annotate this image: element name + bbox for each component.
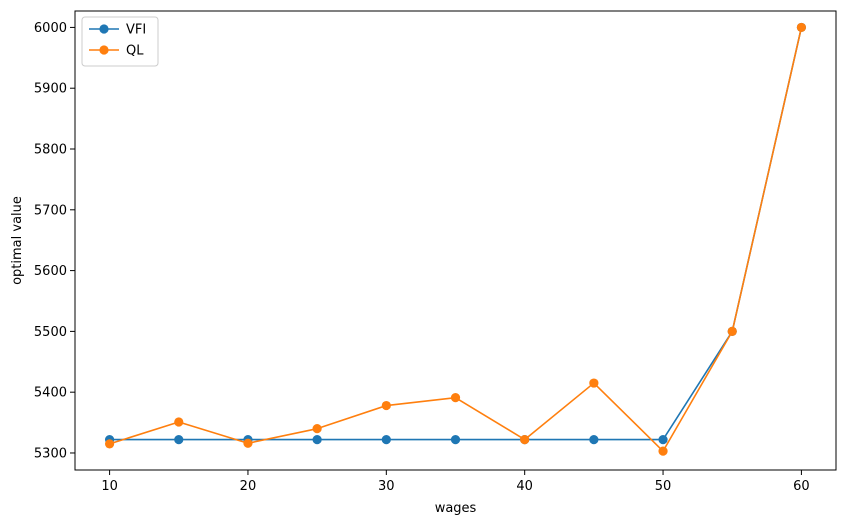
data-point-vfi <box>312 435 322 445</box>
x-tick-label: 10 <box>101 479 118 494</box>
legend-box <box>81 16 159 67</box>
y-tick-label: 5700 <box>34 203 67 218</box>
data-point-ql <box>104 439 115 449</box>
data-point-vfi <box>589 435 599 445</box>
data-point-ql <box>796 22 807 33</box>
axes-layer: 10 20 30 40 50 60 5300 5400 5500 5600 5700 5800 5900… <box>34 10 837 494</box>
y-axis-label: optimal value <box>10 196 25 285</box>
x-tick-label: 20 <box>240 479 257 494</box>
legend: VFI QL <box>81 16 159 67</box>
y-tick-label: 6000 <box>34 21 67 36</box>
data-point-ql <box>312 424 322 434</box>
data-point-ql <box>450 393 461 403</box>
y-tick-label: 5800 <box>34 143 67 158</box>
series-layer <box>104 22 807 456</box>
y-tick-label: 5900 <box>34 82 67 97</box>
x-tick-label: 30 <box>378 479 395 494</box>
legend-marker-ql <box>99 45 109 55</box>
data-point-ql <box>381 400 391 411</box>
data-point-vfi <box>450 435 461 445</box>
legend-label-ql: QL <box>126 44 144 59</box>
data-point-ql <box>243 438 253 448</box>
x-tick-label: 50 <box>655 479 672 494</box>
axes-frame <box>74 10 837 471</box>
y-tick-label: 5400 <box>34 386 67 401</box>
series-ql <box>104 22 807 456</box>
legend-marker-vfi <box>99 24 109 34</box>
data-point-vfi <box>381 435 391 445</box>
y-tick-label: 5600 <box>34 264 67 279</box>
legend-label-vfi: VFI <box>126 23 146 38</box>
data-point-ql <box>520 435 530 445</box>
x-tick-label: 40 <box>516 479 533 494</box>
y-tick-label: 5300 <box>34 446 67 461</box>
x-tick-label: 60 <box>793 479 810 494</box>
data-point-ql <box>658 446 668 456</box>
data-point-vfi <box>658 435 668 445</box>
data-point-vfi <box>174 435 184 445</box>
x-axis-label: wages <box>435 501 477 516</box>
data-point-ql <box>589 378 599 388</box>
y-tick-label: 5500 <box>34 325 67 340</box>
data-point-ql <box>727 326 737 336</box>
data-point-ql <box>174 417 184 427</box>
